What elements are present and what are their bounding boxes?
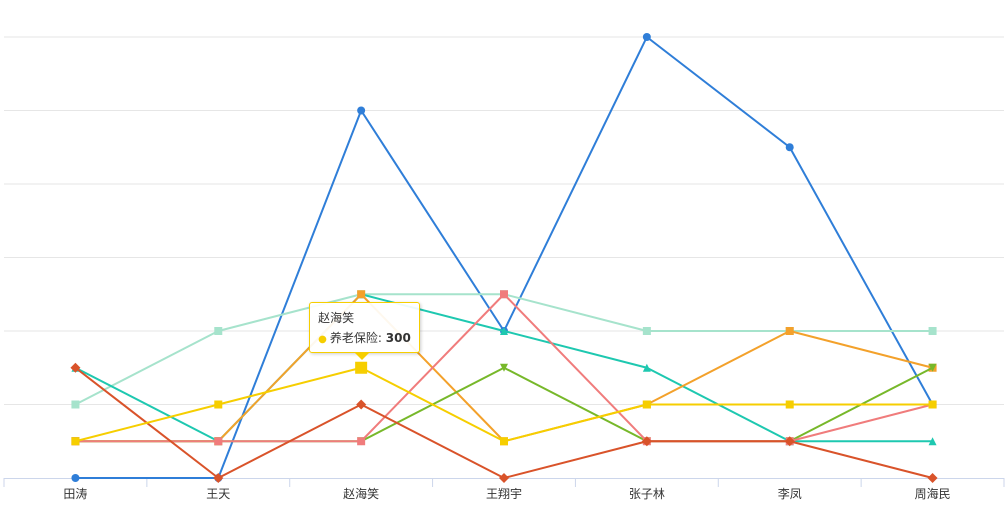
data-point[interactable] — [214, 400, 223, 409]
data-point[interactable] — [499, 473, 509, 483]
data-point[interactable] — [784, 436, 795, 447]
data-point[interactable] — [500, 437, 508, 446]
tooltip-value: 300 — [385, 330, 411, 345]
data-point[interactable] — [213, 473, 224, 483]
data-point[interactable] — [357, 290, 366, 299]
data-point[interactable] — [356, 399, 367, 410]
tooltip-series-dot-icon: ● — [318, 333, 327, 345]
data-point[interactable] — [214, 437, 223, 446]
series-layer — [70, 33, 938, 483]
data-point[interactable] — [357, 106, 366, 115]
data-point[interactable] — [71, 474, 80, 482]
data-point[interactable] — [785, 400, 794, 409]
data-point[interactable] — [928, 400, 937, 409]
data-point[interactable] — [642, 33, 651, 41]
data-point[interactable] — [214, 327, 223, 335]
data-point[interactable] — [500, 327, 508, 335]
data-point[interactable] — [500, 290, 508, 299]
data-point[interactable] — [71, 400, 80, 409]
series-line[interactable] — [74, 366, 933, 479]
tooltip-title: 赵海笑 — [318, 310, 355, 325]
series-1 — [71, 290, 937, 409]
data-point[interactable] — [785, 143, 794, 152]
tooltip-row: ● 养老保险: 300 — [318, 330, 411, 345]
tooltip-series-name: 养老保险 — [329, 330, 378, 345]
data-point[interactable] — [641, 436, 652, 447]
series-6 — [70, 362, 938, 483]
x-tick-label: 王翔宇 — [486, 487, 522, 501]
series-7 — [71, 361, 937, 446]
grid-lines — [4, 36, 1004, 405]
data-point[interactable] — [927, 473, 938, 483]
x-tick-label: 张子林 — [629, 487, 665, 501]
x-tick-label: 田涛 — [63, 486, 87, 501]
x-tick-label: 周海民 — [915, 486, 951, 501]
data-point[interactable] — [357, 437, 366, 446]
data-point[interactable] — [70, 362, 81, 373]
x-tick-label: 王天 — [206, 487, 230, 501]
x-tick-label: 赵海笑 — [343, 486, 379, 501]
chart-tooltip: 赵海笑 ● 养老保险: 300 — [309, 301, 420, 360]
data-point[interactable] — [642, 327, 651, 335]
data-point[interactable] — [785, 327, 794, 335]
data-point[interactable] — [642, 400, 651, 409]
data-point[interactable] — [500, 363, 508, 372]
series-line[interactable] — [74, 293, 933, 406]
data-point[interactable] — [71, 437, 80, 446]
data-point[interactable] — [355, 361, 368, 374]
data-point[interactable] — [928, 437, 937, 446]
data-point[interactable] — [928, 327, 937, 335]
data-point[interactable] — [928, 363, 937, 372]
data-point[interactable] — [642, 363, 651, 372]
x-tick-label: 李凤 — [778, 486, 802, 501]
